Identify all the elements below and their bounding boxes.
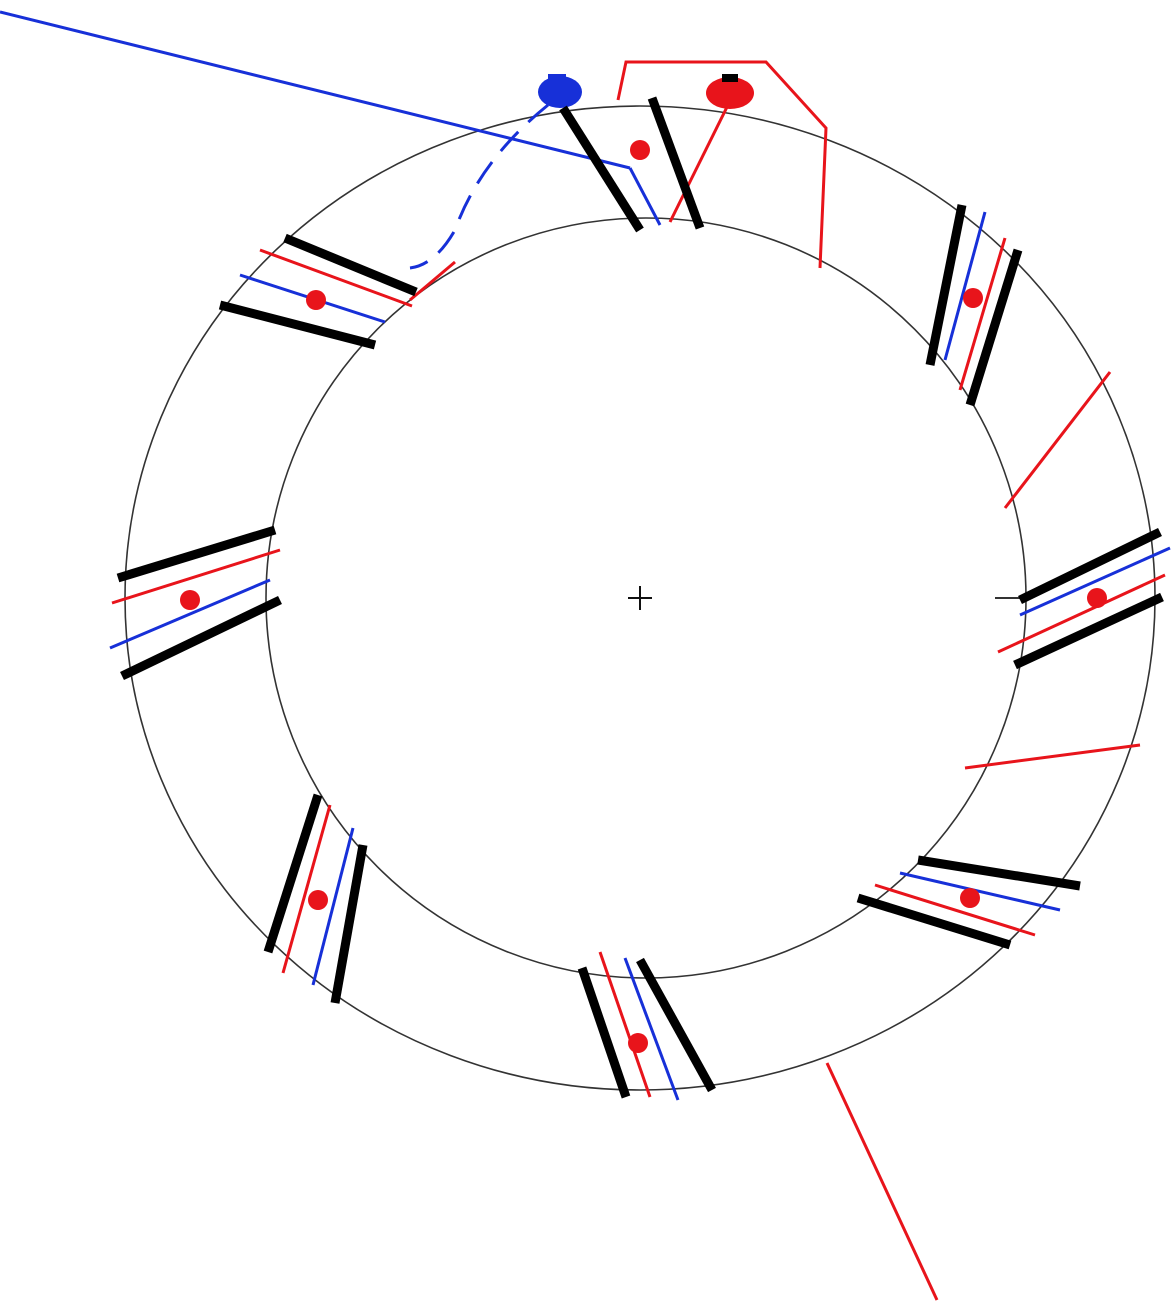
module-upper-right xyxy=(925,204,1023,407)
center-plus-icon xyxy=(628,586,652,610)
module-lower-right-dot xyxy=(960,888,980,908)
module-right xyxy=(997,527,1171,670)
module-bottom-dot xyxy=(628,1033,648,1053)
blue-top-marker xyxy=(538,74,582,108)
module-bottom xyxy=(577,951,716,1101)
red-right-upper-line xyxy=(1003,371,1112,509)
module-upper-left-dot xyxy=(306,290,326,310)
red-outgoing-track xyxy=(825,1062,939,1301)
module-lower-left-dot xyxy=(308,890,328,910)
module-left-dot xyxy=(180,590,200,610)
module-top xyxy=(559,96,705,233)
module-right-dot xyxy=(1087,588,1107,608)
module-lower-left xyxy=(263,793,368,1004)
module-lower-right xyxy=(856,855,1081,950)
red-top-bracket xyxy=(616,60,828,269)
red-top-left-link xyxy=(409,260,456,302)
red-top-diagonal xyxy=(668,104,730,223)
module-left xyxy=(109,525,282,681)
red-right-lower-line xyxy=(964,743,1141,770)
blue-dashed-curve xyxy=(409,103,549,270)
module-top-dot xyxy=(630,140,650,160)
blue-incoming-track-continuation xyxy=(628,167,662,226)
module-upper-right-dot xyxy=(963,288,983,308)
module-upper-left xyxy=(218,233,418,350)
blue-incoming-track xyxy=(0,10,631,170)
red-top-marker xyxy=(706,74,754,109)
